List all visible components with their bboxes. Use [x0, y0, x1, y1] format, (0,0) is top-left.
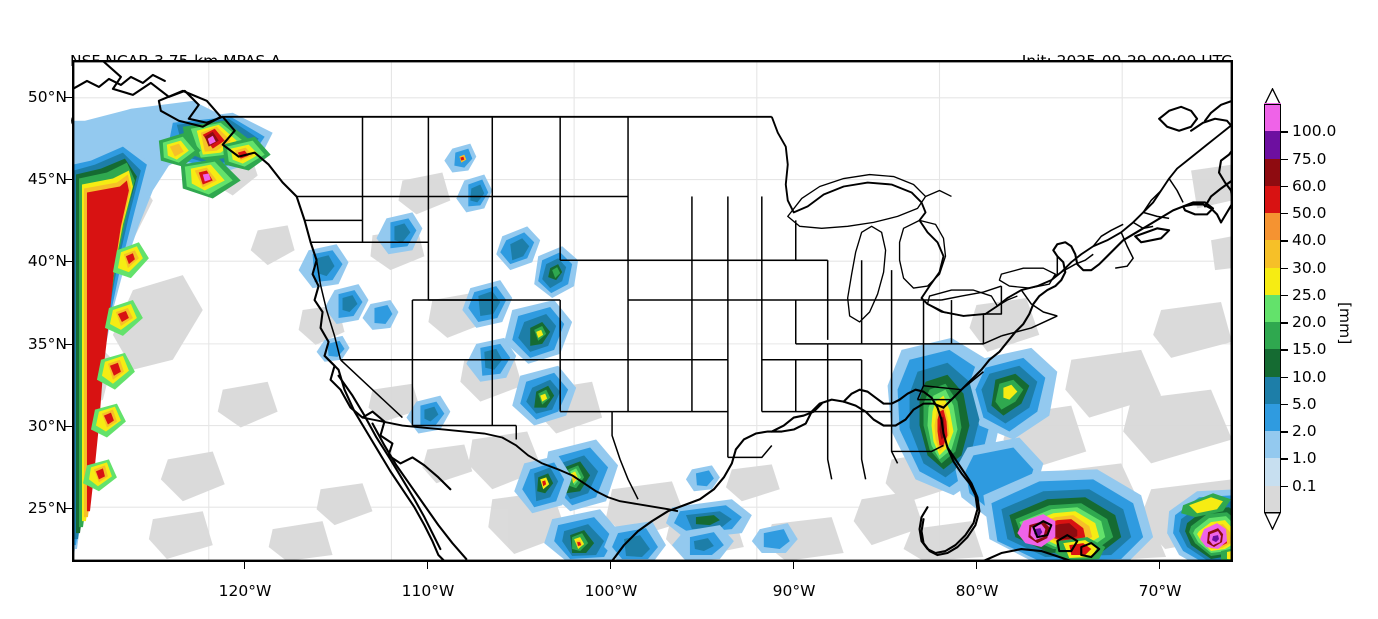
colorbar-tick-label: 100.0 [1292, 122, 1337, 141]
xtick-mark [244, 562, 246, 569]
colorbar-tick-label: 30.0 [1292, 258, 1327, 277]
ytick-mark [65, 179, 72, 181]
ytick-mark [65, 426, 72, 428]
xtick-mark [976, 562, 978, 569]
colorbar-tick [1281, 458, 1288, 460]
colorbar-tick-label: 5.0 [1292, 394, 1317, 413]
colorbar-tick [1281, 294, 1288, 297]
xtick-90w: 90°W [772, 582, 816, 600]
colorbar-band [1264, 485, 1281, 513]
colorbar-band [1264, 348, 1281, 377]
colorbar-band [1264, 430, 1281, 459]
colorbar-tick-label: 10.0 [1292, 367, 1327, 386]
colorbar-tick [1281, 267, 1288, 269]
ytick-30n: 30°N [27, 417, 67, 435]
colorbar-tick [1281, 431, 1288, 433]
precip-gulf-cells [665, 499, 798, 561]
xtick-70w: 70°W [1138, 582, 1182, 600]
colorbar-tick [1281, 349, 1288, 351]
colorbar-tick-label: 20.0 [1292, 313, 1327, 332]
colorbar-band [1264, 376, 1281, 404]
colorbar-band [1264, 321, 1281, 350]
ytick-50n: 50°N [27, 88, 67, 106]
ytick-40n: 40°N [27, 252, 67, 270]
colorbar-tick [1281, 213, 1288, 215]
colorbar-tick [1281, 185, 1288, 188]
colorbar-tick-label: 0.1 [1292, 476, 1317, 495]
map-coastlines [73, 61, 1232, 561]
map-frame-border [73, 61, 1232, 561]
ytick-mark [65, 261, 72, 263]
colorbar-tick-label: 60.0 [1292, 176, 1327, 195]
xtick-110w: 110°W [401, 582, 455, 600]
xtick-100w: 100°W [584, 582, 638, 600]
colorbar-tick [1281, 485, 1288, 488]
precip-southeast-coast [887, 337, 1058, 520]
colorbar-band [1264, 157, 1281, 186]
ytick-mark [65, 508, 72, 510]
colorbar-tick [1281, 322, 1288, 324]
colorbar-under-arrow [1264, 512, 1281, 530]
colorbar-tick-label: 40.0 [1292, 231, 1327, 250]
colorbar-band [1264, 267, 1281, 295]
ytick-35n: 35°N [27, 335, 67, 353]
colorbar-unit-label: [mm] [1336, 302, 1354, 345]
colorbar-band [1264, 212, 1281, 241]
colorbar-tick [1281, 158, 1288, 160]
colorbar-band [1264, 185, 1281, 214]
colorbar-band [1264, 103, 1281, 132]
ytick-25n: 25°N [27, 499, 67, 517]
precip-pacific-northwest [73, 100, 273, 561]
colorbar-band [1264, 239, 1281, 268]
ytick-mark [65, 344, 72, 346]
colorbar-tick-label: 25.0 [1292, 285, 1327, 304]
colorbar-band [1264, 457, 1281, 486]
colorbar-tick-label: 75.0 [1292, 149, 1327, 168]
colorbar-band [1264, 130, 1281, 159]
ytick-mark [65, 97, 72, 99]
map-canvas [73, 61, 1232, 561]
colorbar-tick-label: 15.0 [1292, 340, 1327, 359]
colorbar-tick [1281, 403, 1288, 406]
map-plot-area [72, 60, 1233, 562]
colorbar-tick [1281, 376, 1288, 379]
ytick-45n: 45°N [27, 170, 67, 188]
xtick-mark [1159, 562, 1161, 569]
xtick-80w: 80°W [955, 582, 999, 600]
xtick-mark [427, 562, 429, 569]
colorbar-tick [1281, 240, 1288, 242]
colorbar-band [1264, 403, 1281, 432]
map-state-boundaries [254, 116, 1184, 500]
precip-tropical-cyclone-atlantic [1167, 489, 1232, 561]
xtick-mark [610, 562, 612, 569]
colorbar-tick-label: 50.0 [1292, 204, 1327, 223]
precip-plains-cells [316, 300, 720, 492]
xtick-120w: 120°W [218, 582, 272, 600]
colorbar-tick-label: 1.0 [1292, 449, 1317, 468]
colorbar[interactable]: 0.1 1.0 2.0 5.0 10.0 15.0 20.0 25.0 30.0 40.0 50.0… [1264, 103, 1336, 513]
colorbar-tick [1281, 131, 1288, 133]
xtick-mark [793, 562, 795, 569]
colorbar-tick-label: 2.0 [1292, 422, 1317, 441]
colorbar-band [1264, 294, 1281, 323]
